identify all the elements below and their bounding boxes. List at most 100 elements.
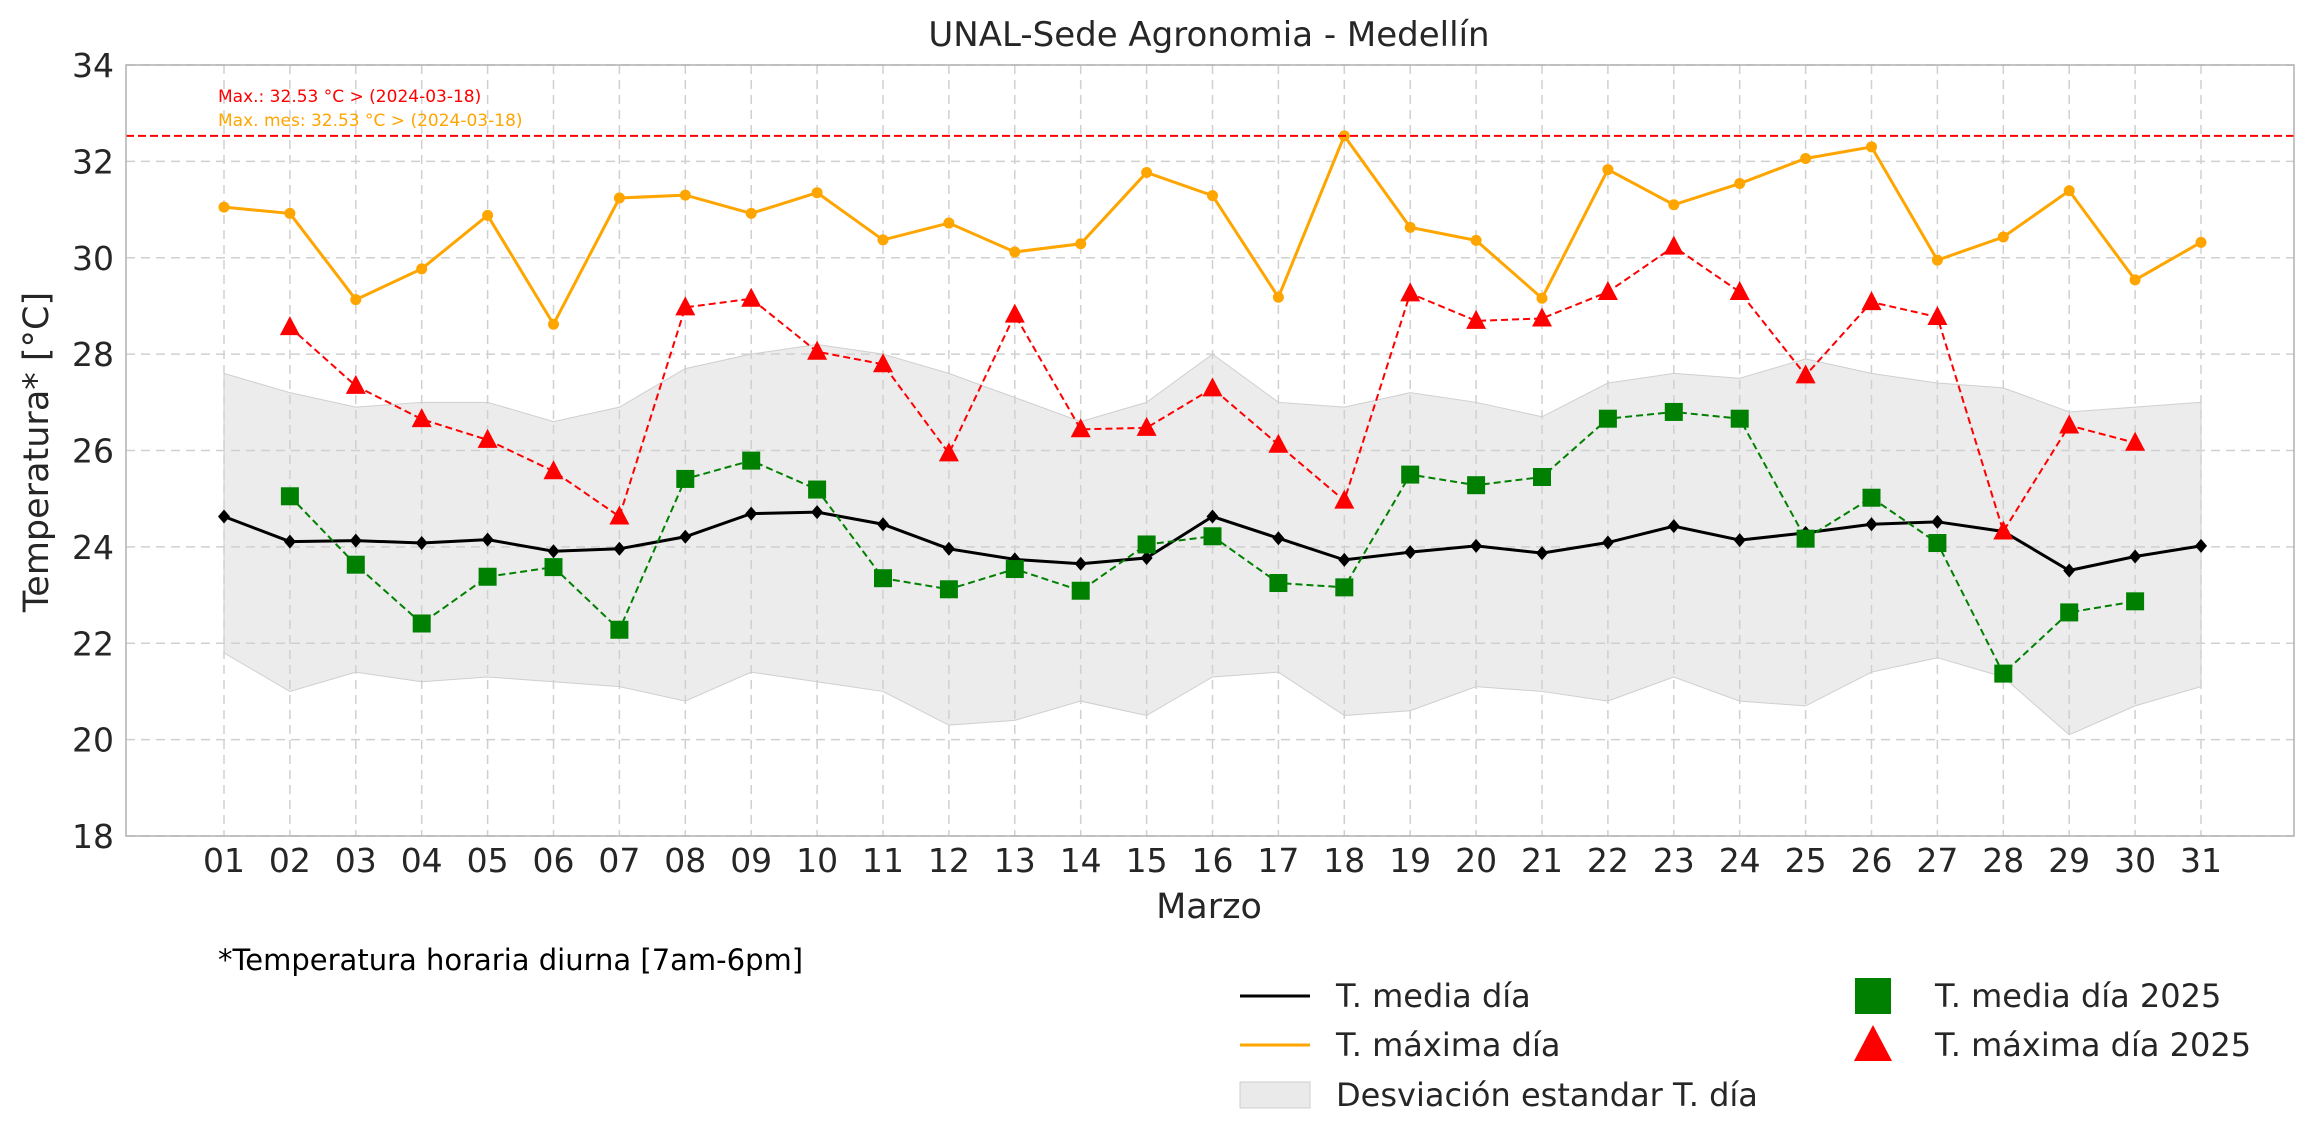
series-point <box>1602 164 1614 176</box>
annotation-layer: Max.: 32.53 °C > (2024-03-18) Max. mes: 3… <box>126 87 2294 137</box>
y-tick-label: 28 <box>72 335 114 374</box>
series-point <box>482 209 494 221</box>
series-point <box>2129 274 2141 286</box>
series-point <box>808 480 827 499</box>
series-point <box>1136 416 1157 436</box>
series-point <box>1993 520 2014 540</box>
series-point <box>280 487 299 506</box>
series-point <box>613 192 625 204</box>
series-point <box>1207 190 1218 202</box>
series-point <box>679 529 692 544</box>
series-point <box>613 541 626 556</box>
series-point <box>679 189 691 201</box>
series-point <box>1734 178 1746 190</box>
series-point <box>218 509 230 524</box>
y-tick-label: 30 <box>72 239 114 278</box>
series-point <box>938 442 959 462</box>
series-point <box>1009 246 1021 258</box>
series-point <box>279 316 300 336</box>
series-point <box>1141 166 1153 178</box>
series-point <box>1533 468 1551 487</box>
series-point <box>412 614 431 633</box>
series-point <box>1729 280 1750 300</box>
x-tick-label: 27 <box>1916 841 1958 880</box>
series-point <box>283 534 296 549</box>
series-point <box>1269 574 1288 593</box>
series-point <box>284 207 296 219</box>
series-point <box>1206 509 1219 524</box>
x-tick-label: 22 <box>1587 841 1629 880</box>
series-point <box>2063 185 2075 197</box>
series-point <box>1470 234 1482 246</box>
legend-item: T. máxima día 2025 <box>1854 1025 2251 1064</box>
series-point <box>1866 141 1877 153</box>
series-point <box>547 544 560 559</box>
x-tick-label: 30 <box>2114 841 2156 880</box>
legend-label: Desviación estandar T. día <box>1336 1076 1758 1114</box>
legend: T. media día T. máxima día Desviación esta… <box>1239 977 2251 1114</box>
x-tick-label: 23 <box>1653 841 1695 880</box>
series-point <box>1861 291 1882 311</box>
series-point <box>1796 529 1815 548</box>
series-point <box>349 533 362 548</box>
y-tick-label: 20 <box>72 721 114 760</box>
series-point <box>346 555 365 574</box>
y-tick-label: 24 <box>72 528 114 567</box>
series-point <box>1272 531 1285 546</box>
x-tick-label: 02 <box>269 841 311 880</box>
series-point <box>1137 535 1156 554</box>
x-tick-label: 12 <box>928 841 970 880</box>
series-point <box>1664 402 1683 421</box>
series-point <box>1800 152 1812 164</box>
y-tick-label: 32 <box>72 142 114 181</box>
legend-item: T. media día <box>1240 977 1531 1015</box>
series-point <box>1668 199 1680 211</box>
x-tick-label: 28 <box>1982 841 2024 880</box>
series-point <box>477 428 498 448</box>
x-tick-label: 10 <box>796 841 838 880</box>
series-point <box>2195 236 2207 248</box>
series-point <box>1005 560 1024 579</box>
series-point <box>1470 538 1483 553</box>
series-layer <box>218 130 2207 683</box>
series-point <box>345 374 366 394</box>
series-point <box>1404 221 1416 233</box>
series-point <box>609 505 630 525</box>
series-point <box>1994 664 2013 683</box>
x-tick-label: 16 <box>1192 841 1234 880</box>
series-point <box>1997 231 2009 243</box>
series-point <box>415 536 428 551</box>
series-point <box>2125 431 2146 451</box>
series-point <box>350 294 362 306</box>
series-point <box>1865 517 1878 532</box>
x-tick-label: 25 <box>1785 841 1827 880</box>
y-tick-label: 22 <box>72 624 114 663</box>
legend-swatch <box>1855 978 1891 1014</box>
x-tick-label: 14 <box>1060 841 1102 880</box>
x-tick-label: 24 <box>1719 841 1761 880</box>
footnote: *Temperatura horaria diurna [7am-6pm] <box>218 943 803 977</box>
series-point <box>543 460 564 480</box>
legend-item: T. máxima día <box>1240 1026 1560 1064</box>
series-point <box>1075 238 1087 250</box>
x-tick-label: 08 <box>664 841 706 880</box>
series-point <box>1795 364 1816 384</box>
axis-layer: 18 20 22 24 26 28 30 32 34 01 02 03 04 05 06 07 08 09 10 11… <box>72 46 2295 880</box>
y-tick-label: 18 <box>72 817 114 856</box>
series-point <box>811 187 823 199</box>
series-point <box>1400 282 1421 302</box>
series-point <box>1004 303 1025 323</box>
series-line <box>289 245 2136 534</box>
x-tick-label: 29 <box>2048 841 2090 880</box>
legend-swatch <box>1239 1081 1311 1109</box>
chart-title: UNAL-Sede Agronomia - Medellín <box>928 15 1489 55</box>
series-point <box>2059 414 2080 434</box>
series-point <box>2195 538 2207 553</box>
series-point <box>1202 377 1223 397</box>
series-point <box>942 541 955 556</box>
x-tick-label: 18 <box>1323 841 1365 880</box>
x-tick-label: 20 <box>1455 841 1497 880</box>
series-point <box>411 408 432 428</box>
max-annotation: Max. mes: 32.53 °C > (2024-03-18) <box>218 111 523 131</box>
